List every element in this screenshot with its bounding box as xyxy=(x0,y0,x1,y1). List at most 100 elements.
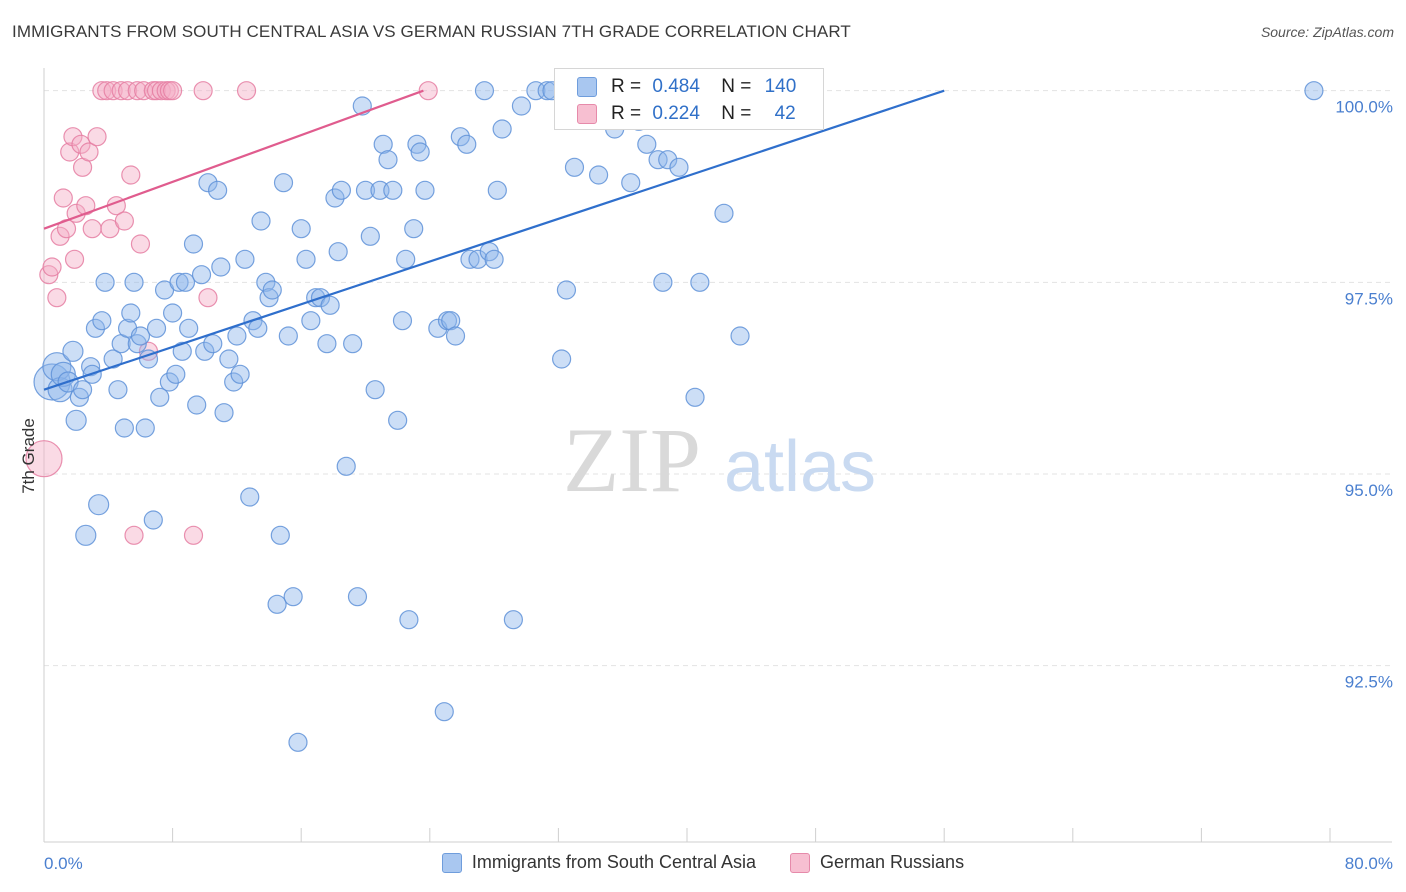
south-central-asia-point xyxy=(690,272,710,292)
south-central-asia-point xyxy=(487,180,507,200)
german-russian-point xyxy=(63,127,83,147)
south-central-asia-point xyxy=(248,318,268,338)
south-central-asia-point xyxy=(172,341,192,361)
south-central-asia-point xyxy=(434,702,454,722)
german-russian-point xyxy=(79,142,99,162)
south-central-asia-point xyxy=(121,303,141,323)
south-central-asia-point xyxy=(88,494,110,516)
south-central-asia-point xyxy=(343,334,363,354)
stats-n-value-pink: 42 xyxy=(774,103,796,124)
german-russian-point xyxy=(163,81,183,101)
south-central-asia-point xyxy=(259,288,279,308)
south-central-asia-point xyxy=(552,349,572,369)
stats-n-label: N = xyxy=(721,76,752,97)
south-central-asia-point xyxy=(108,380,128,400)
south-central-asia-point xyxy=(65,409,87,431)
german-russian-point xyxy=(53,188,73,208)
stats-n-value-blue: 140 xyxy=(764,76,797,97)
y-tick-label: 95.0% xyxy=(1345,481,1393,500)
south-central-asia-point xyxy=(511,96,532,116)
german-russians-points xyxy=(25,81,438,545)
south-central-asia-point xyxy=(166,364,186,384)
south-central-asia-point xyxy=(336,456,356,476)
south-central-asia-point xyxy=(208,180,228,200)
south-central-asia-point xyxy=(227,326,247,346)
x-tick-label: 0.0% xyxy=(44,854,83,873)
south-central-asia-point xyxy=(360,226,380,246)
south-central-asia-point xyxy=(492,119,512,139)
german-russian-point xyxy=(121,165,141,185)
south-central-asia-point xyxy=(460,249,480,269)
south-central-asia-point xyxy=(730,326,750,346)
german-russian-point xyxy=(64,249,85,269)
stats-r-label: R = xyxy=(611,76,642,97)
tick-labels: 100.0% 97.5% 95.0% 92.5% 0.0% 80.0% xyxy=(44,98,1393,873)
south-central-asia-point xyxy=(441,311,461,331)
south-central-asia-point xyxy=(388,410,408,430)
south-central-asia-point xyxy=(42,352,72,382)
south-central-asia-point xyxy=(62,340,84,362)
legend-swatch-pink xyxy=(790,852,811,873)
south-central-asia-point xyxy=(407,134,427,154)
legend-label-pink: German Russians xyxy=(820,852,965,872)
south-central-asia-point xyxy=(399,610,419,630)
south-central-asia-point xyxy=(288,732,308,752)
south-central-asia-point xyxy=(383,180,403,200)
south-central-asia-point xyxy=(392,311,413,331)
x-tick-label: 80.0% xyxy=(1345,854,1393,873)
trend-line-blue xyxy=(43,89,945,391)
south-central-asia-point xyxy=(653,272,673,292)
south-central-asia-point xyxy=(637,134,657,154)
legend-item-german-russians: German Russians xyxy=(790,852,964,873)
stats-r-value-pink: 0.224 xyxy=(652,103,700,124)
south-central-asia-point xyxy=(127,334,147,354)
source-label: Source: ZipAtlas.com xyxy=(1260,24,1394,40)
legend-label-blue: Immigrants from South Central Asia xyxy=(471,852,757,872)
south-central-asia-point xyxy=(526,81,546,101)
german-russian-point xyxy=(25,440,63,478)
south-central-asia-point xyxy=(296,249,316,269)
south-central-asia-point xyxy=(396,249,416,269)
stats-swatch-pink xyxy=(577,104,597,124)
german-russian-point xyxy=(82,219,102,239)
german-russian-point xyxy=(130,234,151,254)
south-central-asia-point xyxy=(648,150,668,170)
south-central-asia-point xyxy=(317,334,337,354)
south-central-asia-point xyxy=(214,403,234,423)
south-central-asia-point xyxy=(556,280,577,300)
south-central-asia-point xyxy=(72,380,93,400)
german-russian-point xyxy=(114,211,134,231)
south-central-asia-point xyxy=(183,234,204,254)
south-central-asia-point xyxy=(179,318,199,338)
south-central-asia-point xyxy=(273,173,294,193)
south-central-asia-point xyxy=(92,311,112,331)
german-russian-point xyxy=(193,81,213,101)
german-russian-point xyxy=(418,81,438,101)
south-central-asia-point xyxy=(146,318,167,338)
south-central-asia-point xyxy=(262,280,282,300)
south-central-asia-point xyxy=(291,219,311,239)
german-russian-point xyxy=(198,288,218,308)
south-central-asia-point xyxy=(191,265,212,285)
south-central-asia-point xyxy=(320,295,340,315)
german-russian-point xyxy=(127,81,147,101)
south-central-asia-point xyxy=(211,257,231,277)
south-central-asia-point xyxy=(325,188,345,208)
legend-swatch-blue xyxy=(441,852,462,873)
south-central-asia-point xyxy=(47,377,73,403)
german-russian-point xyxy=(50,226,70,246)
south-central-asia-point xyxy=(224,372,244,392)
south-central-asia-point xyxy=(278,326,298,346)
y-tick-label: 92.5% xyxy=(1345,673,1393,692)
watermark-zip: ZIP xyxy=(563,409,701,511)
south-central-asia-point xyxy=(457,134,477,154)
south-central-asia-point xyxy=(564,157,585,177)
south-central-asia-point xyxy=(588,165,609,185)
south-central-asia-point xyxy=(331,180,351,200)
south-central-asia-point xyxy=(365,380,385,400)
south-central-asia-point xyxy=(373,134,393,154)
watermark-atlas: atlas xyxy=(724,427,876,507)
south-central-asia-point xyxy=(658,150,678,170)
south-central-asia-point xyxy=(355,180,376,200)
south-central-asia-point xyxy=(163,303,183,323)
